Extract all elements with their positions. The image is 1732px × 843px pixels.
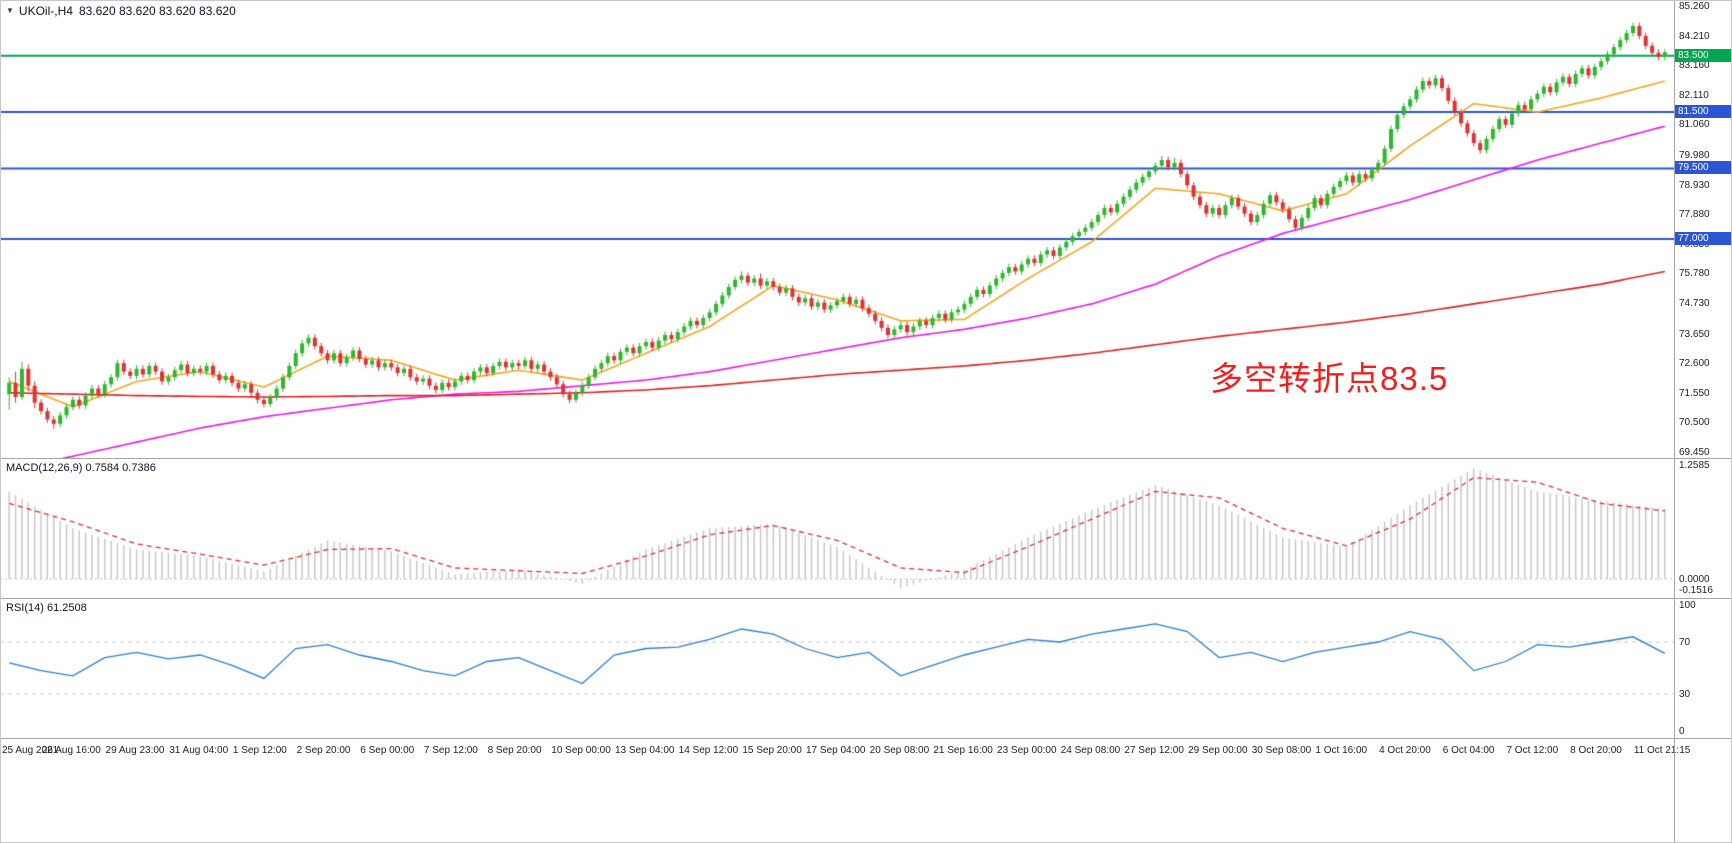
price-axis-label: 84.210 [1679, 30, 1710, 42]
hline-price-badge: 79.500 [1675, 161, 1731, 175]
date-axis-label: 20 Sep 08:00 [869, 745, 930, 756]
hline-price-badge: 81.500 [1675, 105, 1731, 119]
pane-divider[interactable] [0, 598, 1732, 599]
macd-label: MACD(12,26,9) 0.7584 0.7386 [6, 462, 156, 474]
rsi-pane[interactable]: RSI(14) 61.2508 [0, 599, 1674, 738]
price-axis-label: 75.780 [1679, 268, 1710, 280]
date-axis-label: 6 Oct 04:00 [1442, 745, 1495, 756]
hline-price-badge: 77.000 [1675, 232, 1731, 245]
price-axis-label: 77.880 [1679, 209, 1710, 221]
date-axis-label: 15 Sep 20:00 [742, 745, 802, 756]
date-axis-label: 1 Oct 16:00 [1315, 745, 1368, 756]
rsi-axis-label: 0 [1679, 726, 1685, 737]
macd-canvas[interactable] [0, 459, 1674, 598]
price-axis-label: 81.060 [1679, 119, 1710, 131]
price-axis[interactable]: 85.260 84.210 83.160 82.110 81.060 79.980 78.9… [1675, 0, 1732, 843]
date-axis-label: 7 Sep 12:00 [423, 745, 478, 756]
pane-divider[interactable] [0, 458, 1732, 459]
date-axis-label: 29 Sep 00:00 [1188, 745, 1248, 756]
price-axis-label: 69.450 [1679, 447, 1710, 458]
date-axis-label: 2 Sep 20:00 [296, 745, 351, 756]
collapse-triangle-icon[interactable]: ▼ [6, 6, 14, 15]
rsi-canvas[interactable] [0, 599, 1674, 738]
price-axis-label: 78.930 [1679, 179, 1710, 191]
date-axis-label: 6 Sep 00:00 [360, 745, 415, 756]
price-axis-label: 79.980 [1679, 149, 1710, 161]
date-axis-label: 29 Aug 23:00 [105, 745, 165, 756]
rsi-label: RSI(14) 61.2508 [6, 602, 87, 614]
macd-pane[interactable]: MACD(12,26,9) 0.7584 0.7386 [0, 459, 1674, 598]
date-axis-label: 1 Sep 12:00 [232, 745, 287, 756]
rsi-axis-label: 70 [1679, 637, 1691, 648]
hline-price-badge: 83.500 [1675, 48, 1731, 62]
macd-axis-label: -0.1516 [1679, 585, 1713, 596]
date-axis-label: 11 Oct 21:15 [1633, 745, 1691, 756]
symbol-timeframe-label: UKOil-,H4 [18, 4, 73, 18]
date-axis-label: 31 Aug 04:00 [169, 745, 229, 756]
rsi-axis-label: 100 [1679, 600, 1696, 611]
date-axis-label: 13 Sep 04:00 [614, 745, 675, 756]
date-axis-label: 21 Sep 16:00 [933, 745, 993, 756]
date-axis-label: 23 Sep 00:00 [997, 745, 1057, 756]
date-axis-label: 8 Oct 20:00 [1570, 745, 1622, 756]
macd-axis-label: 1.2585 [1679, 460, 1710, 471]
price-axis-label: 85.260 [1679, 1, 1710, 12]
pane-divider[interactable] [0, 738, 1732, 739]
date-axis-label: 27 Sep 12:00 [1124, 745, 1184, 756]
price-axis-label: 82.110 [1679, 89, 1709, 101]
symbol-info: ▼ UKOil-,H4 83.620 83.620 83.620 83.620 [6, 4, 242, 18]
main-chart-pane[interactable]: ▼ UKOil-,H4 83.620 83.620 83.620 83.620 多空… [0, 0, 1674, 458]
time-axis[interactable]: 25 Aug 2021 26 Aug 16:00 29 Aug 23:00 31 Au… [0, 739, 1732, 767]
date-axis-label: 8 Sep 20:00 [487, 745, 542, 756]
main-chart-canvas[interactable] [0, 0, 1674, 458]
date-axis-label: 24 Sep 08:00 [1060, 745, 1121, 756]
date-axis-label: 26 Aug 16:00 [41, 745, 101, 756]
date-axis-label: 10 Sep 00:00 [551, 745, 611, 756]
date-axis-label: 7 Oct 12:00 [1506, 745, 1559, 756]
price-axis-label: 71.550 [1679, 387, 1710, 399]
rsi-axis-label: 30 [1679, 689, 1691, 700]
price-axis-label: 74.730 [1679, 298, 1710, 310]
macd-axis-label: 0.0000 [1679, 574, 1710, 586]
price-axis-label: 73.650 [1679, 328, 1710, 340]
price-axis-label: 83.160 [1679, 60, 1710, 72]
price-axis-label: 70.500 [1679, 417, 1710, 429]
date-axis-label: 30 Sep 08:00 [1251, 745, 1312, 756]
date-axis-label: 14 Sep 12:00 [678, 745, 739, 756]
date-axis-label: 17 Sep 04:00 [806, 745, 866, 756]
axis-separator [1674, 0, 1675, 843]
date-axis-label: 25 Aug 2021 [2, 745, 59, 756]
date-axis-label: 4 Oct 20:00 [1379, 745, 1431, 756]
ohlc-values: 83.620 83.620 83.620 83.620 [78, 4, 236, 18]
price-axis-label: 72.600 [1679, 358, 1710, 370]
trend-annotation: 多空转折点83.5 [1210, 360, 1449, 397]
